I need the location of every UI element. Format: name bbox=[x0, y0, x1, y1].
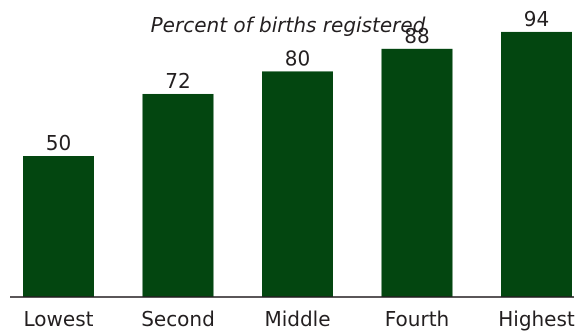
category-labels-group: Lowest Second Middle Fourth Highest bbox=[24, 307, 575, 331]
category-label-highest: Highest bbox=[498, 307, 575, 331]
category-label-second: Second bbox=[141, 307, 215, 331]
bars-group bbox=[23, 31, 572, 298]
value-labels-group: 50 72 80 88 94 bbox=[46, 7, 549, 155]
value-label-lowest: 50 bbox=[46, 131, 71, 155]
value-label-middle: 80 bbox=[285, 46, 310, 70]
bar-lowest bbox=[23, 156, 94, 297]
bar-highest bbox=[501, 31, 572, 297]
bar-middle bbox=[262, 71, 333, 298]
bar-fourth bbox=[381, 48, 453, 298]
category-label-middle: Middle bbox=[264, 307, 330, 331]
category-label-fourth: Fourth bbox=[385, 307, 449, 331]
value-label-fourth: 88 bbox=[404, 24, 429, 48]
category-label-lowest: Lowest bbox=[24, 307, 94, 331]
value-label-second: 72 bbox=[165, 69, 190, 93]
bar-second bbox=[142, 93, 214, 298]
value-label-highest: 94 bbox=[524, 7, 549, 31]
chart-subtitle: Percent of births registered bbox=[151, 13, 426, 37]
